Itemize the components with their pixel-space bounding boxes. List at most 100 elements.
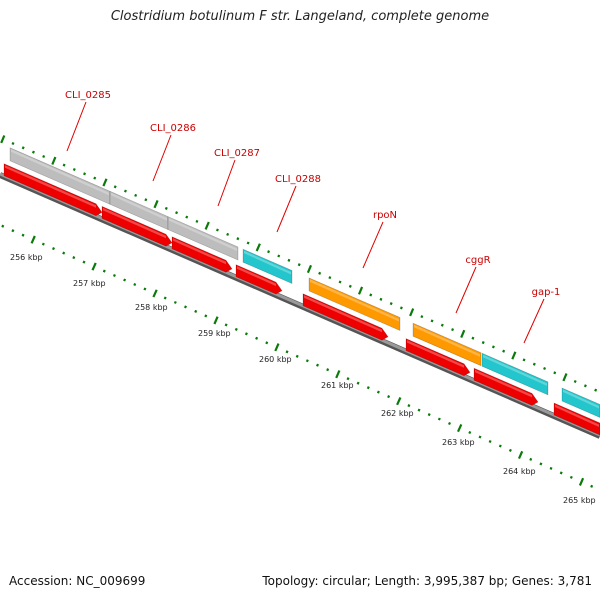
- outer-minor-tick: [42, 154, 46, 159]
- inner-minor-tick: [315, 363, 320, 367]
- genome-title: Clostridium botulinum F str. Langeland, …: [110, 9, 490, 24]
- outer-minor-tick: [287, 258, 291, 262]
- outer-minor-tick: [502, 349, 506, 353]
- scale-label: 265 kbp: [563, 496, 596, 505]
- outer-major-tick: [562, 373, 568, 382]
- outer-minor-tick: [532, 362, 536, 366]
- outer-major-tick: [357, 286, 364, 295]
- outer-minor-tick: [236, 237, 240, 241]
- inner-minor-tick: [82, 260, 86, 264]
- outer-major-tick: [306, 264, 313, 274]
- inner-minor-tick: [387, 395, 391, 399]
- label-leader-line: [523, 298, 545, 344]
- outer-major-tick: [511, 351, 517, 360]
- outer-minor-tick: [379, 297, 383, 301]
- outer-minor-tick: [246, 241, 250, 245]
- inner-major-tick: [396, 397, 402, 406]
- minus-strand-gene: [553, 402, 600, 436]
- inner-minor-tick: [356, 381, 360, 385]
- inner-minor-tick: [133, 282, 137, 287]
- inner-minor-tick: [1, 224, 5, 228]
- inner-minor-tick: [224, 323, 228, 327]
- gene-label-lines: [66, 101, 545, 344]
- outer-minor-tick: [123, 189, 127, 193]
- outer-minor-tick: [297, 263, 301, 267]
- minus-strand-gene-highlight: [555, 404, 599, 427]
- genome-summary-text: Topology: circular; Length: 3,995,387 bp…: [262, 574, 592, 588]
- outer-minor-tick: [11, 141, 15, 146]
- outer-major-tick: [460, 329, 466, 339]
- scale-label: 257 kbp: [73, 279, 106, 288]
- plus-strand-gene: [561, 387, 600, 418]
- outer-minor-tick: [430, 319, 434, 323]
- minus-strand-gene: [235, 264, 283, 295]
- gene-label: CLI_0287: [214, 148, 260, 159]
- inner-minor-tick: [285, 350, 289, 354]
- outer-minor-tick: [144, 198, 148, 202]
- gene-label: CLI_0288: [275, 174, 321, 185]
- label-leader-line: [217, 159, 236, 207]
- minus-strand-gene: [101, 205, 173, 247]
- outer-minor-tick: [164, 206, 168, 210]
- plus-strand-gene-highlight: [169, 218, 237, 251]
- plus-strand-gene-highlight: [563, 389, 599, 409]
- outer-minor-tick: [389, 302, 393, 306]
- outer-minor-tick: [522, 358, 526, 362]
- inner-minor-tick: [173, 300, 177, 304]
- inner-minor-tick: [508, 448, 512, 452]
- minus-strand-gene-highlight: [237, 266, 276, 287]
- plus-strand-gene-highlight: [310, 279, 399, 322]
- inner-major-tick: [456, 423, 463, 433]
- inner-minor-tick: [366, 386, 370, 390]
- inner-minor-tick: [376, 390, 380, 394]
- outer-minor-tick: [31, 150, 35, 154]
- outer-minor-tick: [491, 345, 495, 349]
- minus-strand-gene: [302, 293, 389, 341]
- inner-minor-tick: [72, 256, 76, 260]
- scale-label: 263 kbp: [442, 438, 475, 447]
- inner-minor-tick: [295, 354, 299, 358]
- inner-minor-tick: [265, 341, 269, 345]
- outer-minor-tick: [195, 219, 199, 223]
- plus-strand-gene-highlight: [111, 192, 167, 221]
- outer-major-tick: [102, 178, 108, 187]
- outer-minor-tick: [471, 336, 475, 340]
- scale-label: 260 kbp: [259, 355, 292, 364]
- plus-strand-genes: [9, 147, 600, 418]
- inner-major-tick: [30, 235, 36, 244]
- outer-major-tick: [0, 135, 6, 144]
- inner-major-tick: [274, 343, 280, 352]
- outer-minor-tick: [21, 146, 25, 150]
- minus-strand-gene-highlight: [5, 165, 96, 208]
- backbone: [0, 172, 600, 439]
- minus-strand-gene: [405, 338, 471, 377]
- outer-major-tick: [255, 243, 261, 252]
- inner-minor-tick: [204, 314, 208, 318]
- inner-minor-tick: [244, 332, 248, 336]
- outer-major-tick: [51, 156, 57, 165]
- minus-strand-genes: [3, 163, 600, 436]
- outer-minor-tick: [338, 280, 342, 284]
- outer-minor-tick: [399, 306, 403, 310]
- outer-minor-tick: [185, 215, 189, 219]
- outer-minor-tick: [62, 163, 66, 167]
- plus-strand-gene: [242, 248, 293, 284]
- outer-minor-tick: [369, 293, 373, 297]
- label-leader-line: [66, 101, 87, 152]
- label-leader-line: [276, 185, 297, 233]
- plus-strand-gene: [167, 216, 239, 261]
- inner-major-tick: [91, 262, 97, 271]
- outer-minor-tick: [215, 228, 219, 232]
- inner-minor-tick: [569, 475, 573, 479]
- plus-strand-gene-highlight: [244, 250, 291, 275]
- minus-strand-gene: [473, 367, 539, 406]
- outer-minor-tick: [134, 193, 138, 197]
- inner-minor-tick: [194, 309, 198, 313]
- inner-minor-tick: [478, 435, 482, 439]
- inner-minor-tick: [427, 413, 431, 417]
- inner-minor-tick: [123, 278, 127, 282]
- minus-strand-gene-highlight: [173, 238, 226, 265]
- inner-minor-tick: [255, 336, 259, 340]
- outer-minor-tick: [583, 384, 587, 388]
- plus-strand-gene-highlight: [483, 354, 547, 386]
